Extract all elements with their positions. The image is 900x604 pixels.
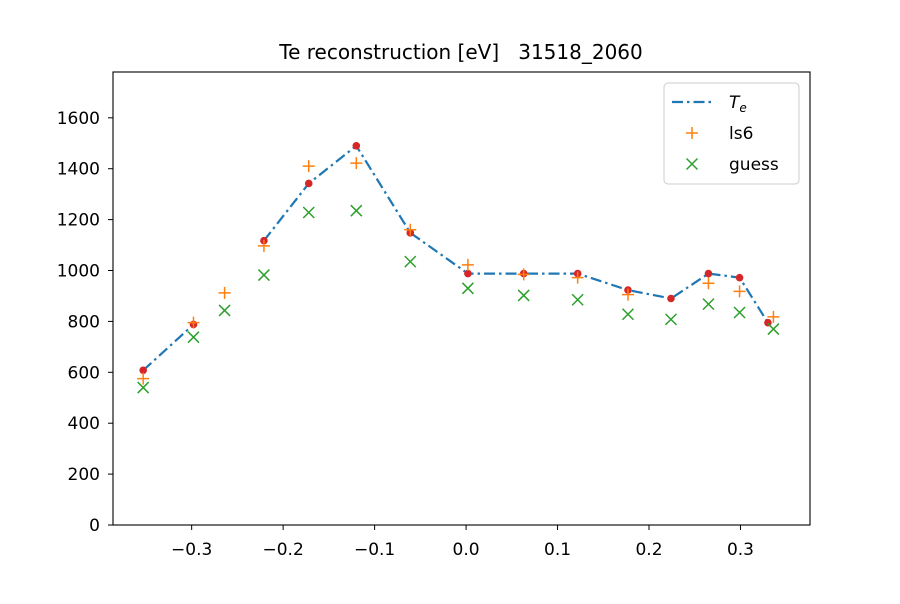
- legend-entry: ls6: [686, 124, 753, 144]
- series-te-point: [704, 269, 713, 278]
- x-tick-label: −0.1: [354, 540, 395, 560]
- series-ls6-point: [187, 316, 200, 329]
- x-tick-label: −0.2: [262, 540, 303, 560]
- legend-label: ls6: [729, 124, 753, 144]
- y-tick-label: 800: [68, 312, 100, 332]
- x-tick-label: 0.3: [727, 540, 754, 560]
- y-tick-label: 200: [68, 465, 100, 485]
- series-guess-point: [187, 331, 200, 344]
- y-tick-label: 400: [68, 414, 100, 434]
- series-te-point: [464, 269, 472, 278]
- series-guess-point: [461, 282, 474, 295]
- y-tick-label: 1400: [57, 160, 100, 180]
- legend-entry: Te: [672, 93, 747, 115]
- x-tick-label: 0.2: [635, 540, 662, 560]
- series-guess-point: [571, 293, 584, 306]
- series-guess-point: [218, 304, 231, 317]
- series-guess-point: [350, 204, 363, 217]
- chart-title: Te reconstruction [eV] 31518_2060: [278, 40, 643, 64]
- series-te-point: [304, 179, 313, 188]
- x-tick-label: −0.3: [171, 540, 212, 560]
- series-guess-point: [767, 323, 780, 336]
- series-te-point: [667, 294, 675, 303]
- series-ls6-point: [733, 285, 746, 298]
- legend-label: Te: [729, 93, 747, 115]
- x-tick-label: 0.1: [544, 540, 571, 560]
- series-guess-point: [664, 313, 677, 326]
- series-guess-point: [621, 308, 635, 321]
- y-tick-label: 1600: [57, 109, 100, 129]
- series-ls6-point: [404, 223, 417, 236]
- series-guess-point: [733, 306, 746, 319]
- series-ls6-point: [702, 277, 715, 290]
- legend-ls6-swatch: [686, 127, 698, 139]
- series-guess-point: [404, 255, 417, 268]
- y-tick-label: 1200: [57, 211, 100, 231]
- series-te-line: [263, 144, 769, 324]
- series-guess-point: [302, 206, 315, 219]
- legend: Te ls6 guess: [663, 82, 800, 185]
- series-te-point: [352, 142, 361, 150]
- series-guess-point: [702, 298, 715, 311]
- series-ls6-point: [350, 157, 363, 170]
- legend-entry: guess: [685, 155, 779, 175]
- series-ls6-point: [302, 160, 315, 173]
- series-ls6-point: [571, 271, 584, 284]
- series-ls6-point: [517, 268, 530, 281]
- y-tick-label: 1000: [57, 262, 100, 282]
- series-ls6-point: [218, 286, 231, 299]
- series-ls6-point: [137, 372, 150, 385]
- y-tick-label: 600: [68, 363, 100, 383]
- series-ls6-point: [621, 288, 634, 301]
- series-guess-point: [257, 269, 270, 282]
- series-te-point: [139, 366, 147, 375]
- y-tick-label: 0: [89, 516, 100, 536]
- series-ls6-point: [257, 239, 270, 252]
- x-tick-label: 0.0: [453, 540, 480, 560]
- series-te-point: [735, 273, 744, 282]
- series-guess-point: [137, 381, 150, 394]
- series-te-line: [142, 323, 195, 372]
- series-guess-point: [517, 289, 530, 302]
- plot-frame: [112, 71, 811, 526]
- series-ls6-point: [767, 310, 780, 323]
- series-ls6-point: [461, 258, 474, 271]
- legend-label: guess: [729, 155, 779, 175]
- legend-guess-swatch: [685, 157, 699, 171]
